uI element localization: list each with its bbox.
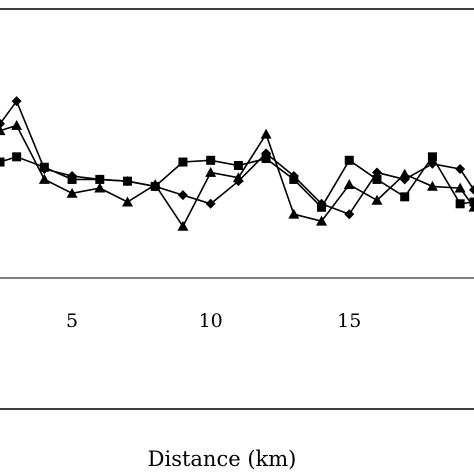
triangle-marker-14 bbox=[371, 194, 383, 205]
triangle-marker-2 bbox=[38, 173, 50, 184]
square-marker-4 bbox=[95, 174, 105, 184]
triangle-marker-12 bbox=[316, 215, 328, 226]
x-tick-label-15: 15 bbox=[337, 310, 361, 332]
triangle-marker-4 bbox=[94, 182, 106, 193]
diamond-marker-7 bbox=[177, 190, 188, 201]
square-marker-7 bbox=[178, 157, 188, 167]
x-axis-title: Distance (km) bbox=[148, 447, 297, 471]
square-marker-0 bbox=[0, 157, 5, 167]
square-marker-15 bbox=[400, 192, 410, 202]
triangle-marker-18 bbox=[468, 201, 474, 212]
square-marker-5 bbox=[123, 176, 133, 186]
triangle-marker-1 bbox=[11, 120, 23, 130]
square-marker-2 bbox=[39, 162, 49, 172]
triangle-marker-11 bbox=[288, 208, 300, 219]
diamond-marker-13 bbox=[344, 209, 355, 220]
series-triangle bbox=[0, 120, 474, 231]
diamond-marker-1 bbox=[11, 96, 22, 107]
triangle-marker-9 bbox=[232, 172, 244, 183]
diamond-marker-18 bbox=[469, 184, 474, 195]
diamond-marker-8 bbox=[205, 198, 216, 209]
x-tick-labels: 5 10 15 bbox=[66, 310, 361, 332]
series-square bbox=[0, 152, 474, 212]
x-tick-label-10: 10 bbox=[199, 310, 223, 332]
square-marker-13 bbox=[344, 155, 354, 165]
square-marker-16 bbox=[427, 152, 437, 162]
triangle-marker-17 bbox=[454, 182, 466, 193]
square-marker-10 bbox=[261, 154, 271, 164]
diamond-marker-17 bbox=[455, 164, 466, 174]
triangle-marker-13 bbox=[343, 179, 355, 190]
triangle-marker-8 bbox=[205, 166, 217, 177]
square-marker-9 bbox=[233, 161, 243, 171]
triangle-marker-5 bbox=[122, 196, 134, 207]
triangle-marker-7 bbox=[177, 220, 189, 231]
diamond-marker-0 bbox=[0, 118, 5, 129]
square-marker-17 bbox=[455, 199, 465, 209]
square-marker-8 bbox=[206, 155, 216, 165]
triangle-marker-0 bbox=[0, 125, 6, 136]
triangle-marker-10 bbox=[260, 128, 272, 139]
square-marker-3 bbox=[67, 174, 77, 184]
series-layer bbox=[0, 96, 474, 231]
triangle-marker-6 bbox=[149, 179, 161, 190]
square-marker-11 bbox=[289, 174, 299, 184]
square-marker-14 bbox=[372, 174, 382, 184]
triangle-marker-16 bbox=[426, 180, 438, 191]
square-marker-18 bbox=[469, 197, 474, 207]
square-marker-1 bbox=[12, 152, 22, 162]
square-marker-12 bbox=[317, 202, 327, 212]
x-tick-label-5: 5 bbox=[66, 310, 78, 332]
triangle-marker-3 bbox=[66, 187, 78, 198]
triangle-marker-15 bbox=[399, 168, 411, 179]
